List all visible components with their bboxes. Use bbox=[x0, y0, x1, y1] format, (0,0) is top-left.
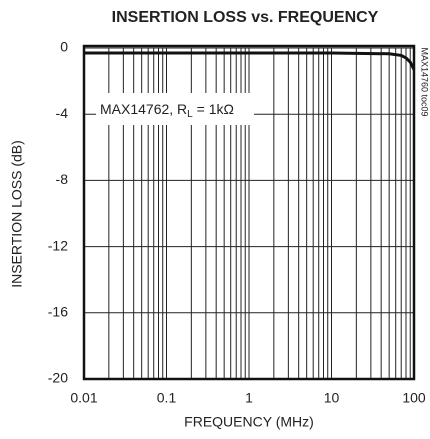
y-tick-label: 0 bbox=[60, 39, 68, 55]
annotation-box bbox=[96, 93, 254, 125]
x-axis-label: FREQUENCY (MHz) bbox=[184, 414, 314, 430]
x-tick-label: 10 bbox=[324, 390, 340, 406]
y-tick-label: -8 bbox=[56, 171, 69, 187]
y-tick-label: -16 bbox=[48, 304, 68, 320]
data-line bbox=[84, 51, 416, 71]
annotation-part: MAX14762, R bbox=[100, 101, 187, 117]
x-tick-label: 1 bbox=[245, 390, 253, 406]
y-tick-label: -12 bbox=[48, 237, 68, 253]
y-tick-label: -20 bbox=[48, 370, 68, 386]
annotation-part: = 1kΩ bbox=[193, 101, 234, 117]
y-tick-label: -4 bbox=[56, 105, 69, 121]
annotation-part: L bbox=[187, 109, 193, 120]
side-note: MAX14760 toc09 bbox=[420, 47, 430, 116]
x-tick-label: 100 bbox=[402, 390, 426, 406]
chart-title: INSERTION LOSS vs. FREQUENCY bbox=[112, 9, 379, 26]
x-tick-label: 0.01 bbox=[70, 390, 97, 406]
x-tick-label: 0.1 bbox=[157, 390, 177, 406]
y-axis-label: INSERTION LOSS (dB) bbox=[9, 140, 25, 288]
plot-frame bbox=[82, 44, 416, 381]
annotation: MAX14762, RL = 1kΩ bbox=[100, 101, 234, 120]
